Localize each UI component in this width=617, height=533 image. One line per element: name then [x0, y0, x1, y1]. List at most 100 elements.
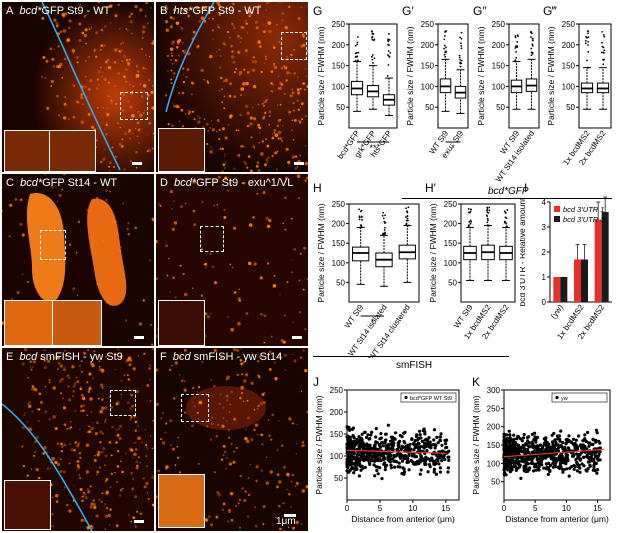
signal-spot [205, 266, 207, 269]
signal-spot [139, 512, 143, 516]
signal-spot [78, 22, 82, 26]
data-point [594, 428, 598, 432]
signal-spot [222, 417, 225, 419]
label-i: I [524, 181, 528, 195]
signal-spot [49, 467, 52, 469]
signal-spot [161, 411, 165, 415]
signal-spot [248, 223, 253, 227]
signal-spot [247, 477, 250, 479]
signal-spot [260, 433, 263, 437]
data-point [363, 465, 367, 469]
signal-spot [300, 102, 304, 106]
signal-spot [129, 84, 131, 86]
signal-spot [298, 279, 301, 282]
data-point [536, 446, 540, 450]
signal-spot [174, 361, 178, 365]
signal-spot [191, 287, 194, 290]
data-point [353, 468, 357, 472]
signal-spot [136, 464, 139, 468]
signal-spot [212, 19, 215, 21]
data-point [583, 433, 587, 437]
signal-spot [124, 452, 127, 455]
data-point [446, 466, 450, 470]
signal-spot [92, 499, 95, 502]
signal-spot [192, 401, 194, 403]
signal-spot [201, 361, 204, 363]
signal-spot [246, 439, 250, 444]
signal-spot [68, 243, 71, 246]
signal-spot [137, 436, 141, 440]
scale-bar [132, 162, 142, 165]
signal-spot [142, 111, 145, 114]
data-point [547, 466, 551, 470]
signal-spot [269, 350, 272, 354]
outlier-point [382, 211, 385, 214]
signal-spot [129, 20, 134, 24]
signal-spot [268, 110, 272, 114]
data-point [359, 436, 363, 440]
data-point [502, 432, 506, 436]
signal-spot [99, 450, 104, 454]
label-j: J [313, 375, 319, 389]
signal-spot [283, 353, 287, 357]
signal-spot [96, 106, 99, 109]
signal-spot [121, 470, 124, 474]
signal-spot [244, 49, 248, 53]
y-tick-label: 250 [492, 20, 506, 29]
y-tick-label: 200 [332, 220, 346, 229]
outlier-point [443, 44, 446, 47]
data-point [373, 459, 377, 463]
signal-spot [55, 494, 59, 498]
outlier-point [445, 58, 447, 61]
signal-spot [135, 76, 138, 78]
signal-spot [82, 409, 85, 413]
signal-spot [198, 400, 203, 405]
y-tick-label: 100 [444, 259, 458, 268]
signal-spot [104, 503, 106, 505]
outlier-point [407, 224, 410, 227]
signal-spot [48, 379, 51, 382]
signal-spot [28, 404, 32, 408]
data-point [430, 458, 434, 462]
signal-spot [239, 113, 242, 117]
signal-spot [95, 31, 99, 35]
y-tick-label: 150 [332, 62, 346, 71]
signal-spot [49, 47, 53, 51]
data-point [520, 459, 524, 463]
signal-spot [136, 121, 140, 125]
signal-spot [265, 9, 267, 11]
signal-spot [265, 481, 269, 485]
signal-spot [72, 384, 76, 388]
signal-spot [205, 122, 209, 126]
data-point [526, 444, 530, 448]
legend-label: yw [561, 396, 568, 402]
signal-spot [144, 15, 147, 17]
signal-spot [105, 478, 109, 481]
signal-spot [146, 150, 149, 153]
legend-box [400, 392, 457, 403]
signal-spot [180, 379, 184, 383]
signal-spot [41, 75, 43, 77]
plot-frame [508, 23, 540, 129]
signal-spot [115, 480, 119, 484]
signal-spot [152, 39, 154, 43]
signal-spot [99, 430, 103, 434]
data-point [444, 446, 448, 450]
scale-bar [292, 336, 302, 339]
data-point [384, 432, 388, 436]
signal-spot [80, 404, 83, 408]
outlier-point [360, 216, 363, 219]
data-point [511, 460, 516, 464]
data-point [376, 472, 380, 476]
signal-spot [125, 359, 129, 363]
signal-spot [297, 108, 300, 112]
signal-spot [29, 401, 31, 404]
signal-spot [119, 127, 122, 129]
signal-spot [275, 516, 277, 519]
data-point [575, 460, 579, 465]
signal-spot [301, 118, 304, 121]
signal-spot [37, 420, 40, 422]
signal-spot [71, 49, 76, 53]
signal-spot [231, 50, 234, 53]
signal-spot [255, 479, 258, 483]
